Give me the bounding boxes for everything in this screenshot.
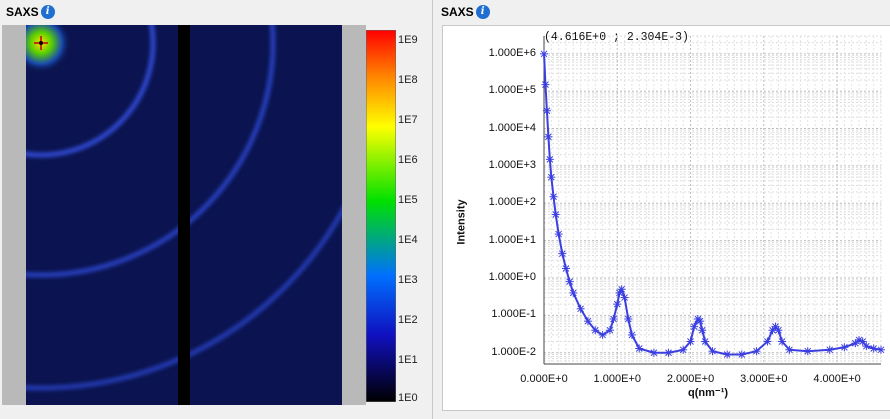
data-point-marker [825, 345, 834, 354]
data-point-marker [605, 326, 614, 335]
data-point-marker [698, 326, 707, 335]
data-point-marker [708, 347, 717, 356]
colorbar-tick: 1E0 [398, 392, 418, 404]
x-axis-label: q(nm⁻¹) [688, 387, 729, 399]
data-point-marker [624, 315, 633, 324]
data-point-marker [541, 80, 550, 89]
colorbar-tick: 1E9 [398, 34, 418, 46]
data-point-marker [877, 345, 885, 354]
y-tick-label: 1.000E+4 [488, 121, 536, 134]
data-point-marker [620, 293, 629, 302]
panel-title: SAXS [6, 5, 39, 19]
scattering-rings [26, 25, 342, 390]
colorbar [366, 30, 396, 402]
data-point-marker [544, 132, 553, 141]
data-point-marker [635, 344, 644, 353]
info-icon[interactable]: i [475, 5, 490, 19]
data-point-marker [542, 106, 551, 115]
y-tick-label: 1.000E+0 [488, 271, 536, 284]
y-tick-label: 1.000E+3 [488, 158, 536, 171]
data-point-marker [858, 337, 867, 346]
info-icon[interactable]: i [40, 5, 55, 19]
data-point-marker [862, 342, 871, 351]
colorbar-tick: 1E8 [398, 74, 418, 86]
data-point-marker [617, 285, 626, 294]
data-point-marker [679, 345, 688, 354]
y-tick-label: 1.000E+2 [488, 196, 536, 209]
data-point-marker [627, 330, 636, 339]
x-tick-label: 3.000E+0 [740, 373, 787, 385]
beamstop-gap [178, 25, 190, 405]
data-point-marker [696, 317, 705, 326]
data-point-marker [690, 322, 699, 331]
plot-canvas[interactable]: 0.000E+0 1.000E+0 2.000E+0 3.000E+0 4.000E+0 [443, 26, 890, 410]
detector-panel: SAXS i [0, 0, 433, 419]
cursor-coordinate-readout: (4.616E+0 ; 2.304E-3) [544, 31, 689, 44]
y-tick-label: 1.000E-1 [491, 308, 536, 321]
data-point-marker [785, 345, 794, 354]
data-point-marker [664, 348, 673, 357]
colorbar-tick: 1E6 [398, 154, 418, 166]
profile-panel: SAXS i 0.000E+0 1.000E+0 2.000E+0 3.000E+0 4… [435, 0, 890, 419]
colorbar-tick: 1E4 [398, 234, 418, 246]
y-axis-tick-labels: 1.000E+6 1.000E+5 1.000E+4 1.000E+3 1.000E+2… [443, 26, 540, 410]
data-point-marker [565, 277, 574, 286]
data-point-marker [576, 304, 585, 313]
x-tick-label: 4.000E+0 [813, 373, 860, 385]
data-point-marker [869, 344, 878, 353]
data-point-marker [554, 230, 563, 239]
data-point-marker [609, 315, 618, 324]
data-point-marker [598, 330, 607, 339]
data-point-marker [591, 326, 600, 335]
y-axis-label: Intensity [455, 199, 468, 245]
data-point-marker [558, 249, 567, 258]
intensity-series [540, 49, 885, 359]
y-tick-label: 1.000E+5 [488, 84, 536, 97]
data-point-marker [613, 300, 622, 309]
data-point-marker [774, 326, 783, 335]
colorbar-tick: 1E3 [398, 274, 418, 286]
data-point-marker [549, 192, 558, 201]
data-point-marker [561, 264, 570, 273]
plot-grid [543, 35, 882, 365]
colorbar-tick: 1E7 [398, 114, 418, 126]
detector-panel-header: SAXS i [6, 5, 55, 19]
data-point-marker [778, 337, 787, 346]
data-point-marker [649, 348, 658, 357]
x-tick-label: 0.000E+0 [520, 373, 567, 385]
panel-title: SAXS [441, 5, 474, 19]
x-tick-label: 1.000E+0 [594, 373, 641, 385]
detector-image[interactable] [2, 25, 366, 405]
colorbar-tick: 1E1 [398, 354, 418, 366]
colorbar-tick: 1E2 [398, 314, 418, 326]
data-point-marker [686, 337, 695, 346]
data-point-marker [551, 210, 560, 219]
data-point-marker [737, 350, 746, 359]
data-point-marker [752, 347, 761, 356]
colorbar-tick: 1E5 [398, 194, 418, 206]
data-point-marker [803, 347, 812, 356]
x-axis-ticks: 0.000E+0 1.000E+0 2.000E+0 3.000E+0 4.000E+0 [520, 373, 860, 385]
intensity-plot[interactable]: 0.000E+0 1.000E+0 2.000E+0 3.000E+0 4.000E+0… [442, 25, 890, 411]
y-tick-label: 1.000E-2 [491, 345, 536, 358]
x-tick-label: 2.000E+0 [667, 373, 714, 385]
data-point-marker [540, 49, 548, 58]
data-point-marker [547, 173, 556, 182]
data-point-marker [701, 337, 710, 346]
data-point-marker [545, 155, 554, 164]
y-tick-label: 1.000E+6 [488, 46, 536, 59]
profile-panel-header: SAXS i [441, 5, 490, 19]
data-point-marker [569, 288, 578, 297]
data-point-marker [763, 337, 772, 346]
data-point-marker [840, 343, 849, 352]
y-tick-label: 1.000E+1 [488, 233, 536, 246]
data-point-marker [723, 350, 732, 359]
data-point-marker [583, 317, 592, 326]
data-point-marker [851, 339, 860, 348]
